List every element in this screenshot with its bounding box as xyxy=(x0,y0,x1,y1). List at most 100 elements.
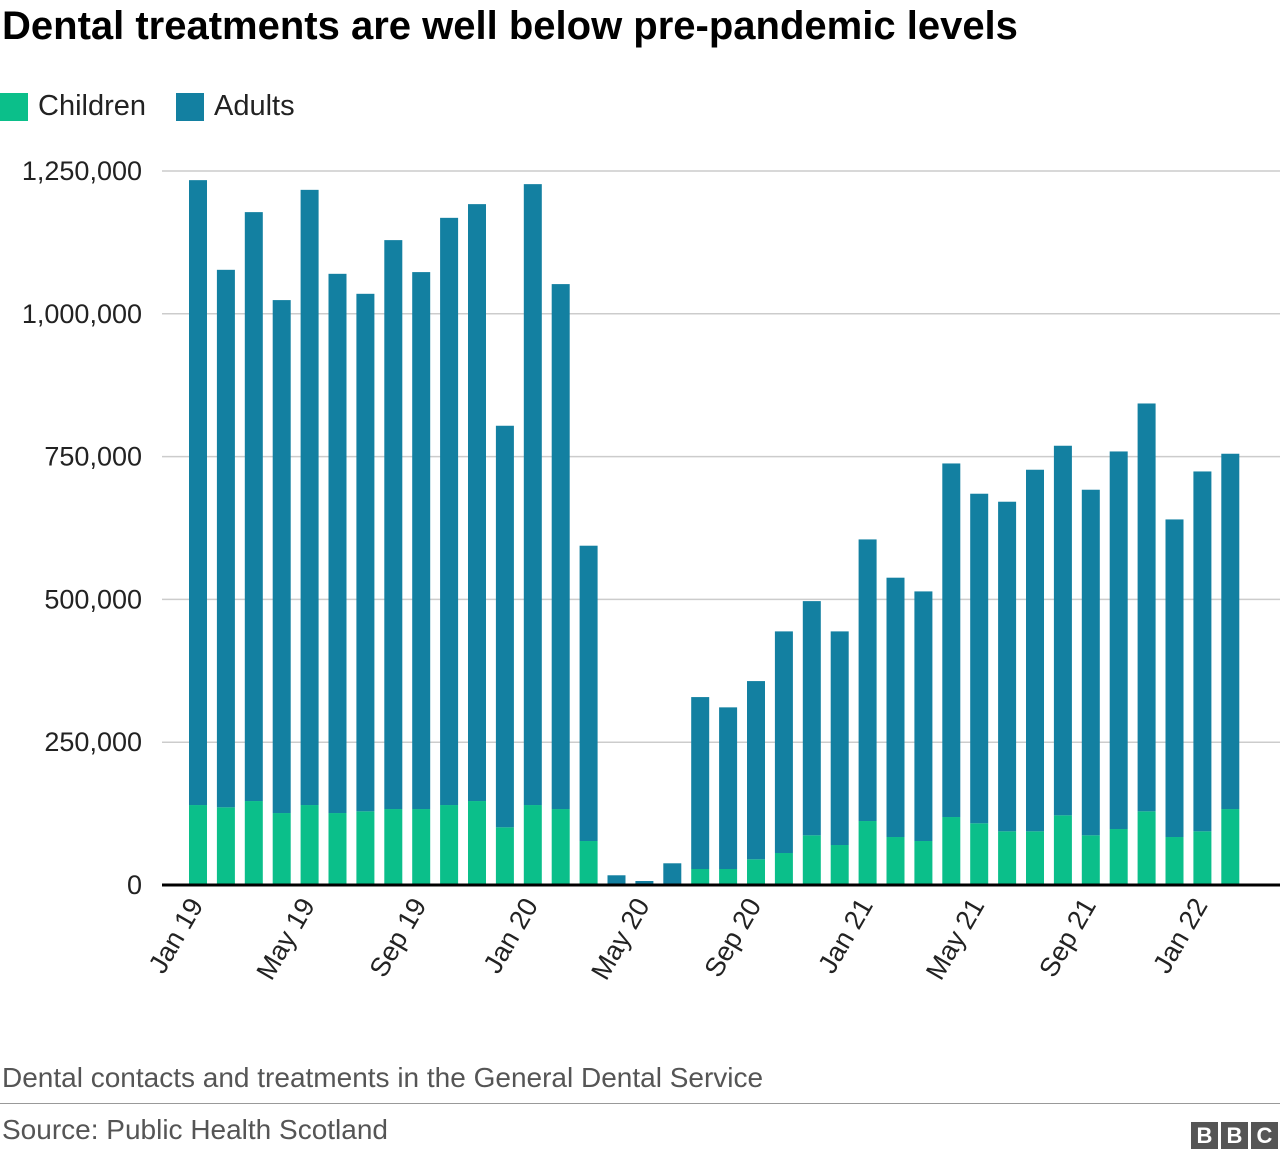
bar-adults xyxy=(635,881,654,885)
y-tick-label: 250,000 xyxy=(44,727,142,757)
bar-adults xyxy=(189,180,207,806)
bar-children xyxy=(691,869,710,885)
legend-label-children: Children xyxy=(38,90,146,122)
bar-children xyxy=(1053,815,1072,885)
x-tick-label: Jan 20 xyxy=(477,893,544,978)
x-tick-label: Jan 22 xyxy=(1147,893,1214,978)
bar-children xyxy=(356,811,375,885)
bar-children xyxy=(523,805,542,885)
y-tick-label: 1,250,000 xyxy=(22,156,142,186)
bar-adults xyxy=(1109,451,1128,830)
bar-children xyxy=(412,809,431,885)
x-tick-label: May 21 xyxy=(920,893,990,985)
bar-children xyxy=(468,801,486,885)
y-tick-label: 750,000 xyxy=(44,442,142,472)
bar-children xyxy=(1193,831,1212,885)
bar-children xyxy=(579,841,598,885)
bar-adults xyxy=(719,707,738,870)
bar-children xyxy=(272,813,291,885)
bar-children xyxy=(495,827,514,885)
bar-adults xyxy=(523,184,542,806)
bar-adults xyxy=(384,240,403,810)
bar-children xyxy=(774,853,793,885)
bar-children xyxy=(942,817,961,885)
y-tick-label: 1,000,000 xyxy=(22,299,142,329)
bar-adults xyxy=(830,631,849,846)
bar-adults xyxy=(1081,489,1100,836)
x-tick-label: Jan 19 xyxy=(143,893,210,978)
y-tick-label: 500,000 xyxy=(44,584,142,614)
bar-adults xyxy=(802,601,821,836)
bar-children xyxy=(858,821,877,885)
bar-adults xyxy=(412,272,431,810)
bar-children xyxy=(1165,837,1184,885)
legend-swatch-adults xyxy=(176,92,204,121)
bar-children xyxy=(1109,829,1128,885)
bar-adults xyxy=(942,463,961,818)
bar-children xyxy=(886,837,905,885)
bar-adults xyxy=(691,697,710,870)
bar-children xyxy=(1081,835,1100,885)
chart-note: Dental contacts and treatments in the Ge… xyxy=(2,1062,764,1093)
bar-adults xyxy=(551,284,570,810)
bar-adults xyxy=(998,501,1017,832)
bar-adults xyxy=(495,425,514,828)
bar-children xyxy=(440,805,459,885)
x-tick-label: Jan 21 xyxy=(812,893,879,978)
bar-children xyxy=(1137,811,1156,885)
legend-item-adults: Adults xyxy=(176,90,295,123)
bar-adults xyxy=(468,204,486,802)
bar-adults xyxy=(663,863,682,884)
bar-adults xyxy=(1137,403,1156,812)
bar-adults xyxy=(272,300,291,814)
bar-adults xyxy=(328,273,347,814)
bar-children xyxy=(1026,831,1044,885)
bar-adults xyxy=(858,539,877,822)
legend: Children Adults xyxy=(0,90,295,123)
x-tick-label: Sep 20 xyxy=(698,893,767,982)
bar-children xyxy=(216,807,235,885)
bar-adults xyxy=(1053,445,1072,816)
stacked-bar-chart: 0 250,000 500,000 750,000 1,000,000 1,250,000… xyxy=(22,156,1280,985)
bar-children xyxy=(747,859,765,885)
footer-divider xyxy=(0,1103,1280,1104)
bar-adults xyxy=(1026,469,1044,832)
bar-children xyxy=(189,805,207,885)
legend-item-children: Children xyxy=(0,90,146,123)
bar-adults xyxy=(1193,471,1212,832)
bar-children xyxy=(328,813,347,885)
x-tick-label: May 19 xyxy=(251,893,321,985)
bar-children xyxy=(300,805,319,885)
chart-title: Dental treatments are well below pre-pan… xyxy=(2,4,1018,48)
bar-children xyxy=(384,809,403,885)
bar-adults xyxy=(774,631,793,854)
bar-children xyxy=(1221,809,1240,885)
legend-swatch-children xyxy=(0,92,28,121)
bar-adults xyxy=(216,269,235,808)
bar-children xyxy=(914,841,933,885)
source-text: Source: Public Health Scotland xyxy=(2,1114,388,1145)
bar-adults xyxy=(886,577,905,838)
bar-adults xyxy=(579,545,598,842)
bar-adults xyxy=(914,591,933,842)
y-tick-label: 0 xyxy=(127,870,142,900)
bar-children xyxy=(970,823,989,885)
bar-children xyxy=(244,801,263,885)
bar-children xyxy=(830,845,849,885)
bar-adults xyxy=(1221,453,1240,810)
bar-children xyxy=(998,831,1017,885)
legend-label-adults: Adults xyxy=(214,90,295,122)
x-tick-label: Sep 19 xyxy=(364,893,433,982)
bar-adults xyxy=(607,875,626,884)
bar-children xyxy=(802,835,821,885)
bar-adults xyxy=(244,212,263,802)
bar-adults xyxy=(747,681,765,860)
bar-adults xyxy=(356,293,375,812)
bar-children xyxy=(551,809,570,885)
bar-adults xyxy=(970,493,989,824)
x-tick-label: May 20 xyxy=(585,893,655,985)
x-tick-label: Sep 21 xyxy=(1033,893,1102,982)
bar-children xyxy=(719,869,738,885)
bar-adults xyxy=(1165,519,1184,838)
